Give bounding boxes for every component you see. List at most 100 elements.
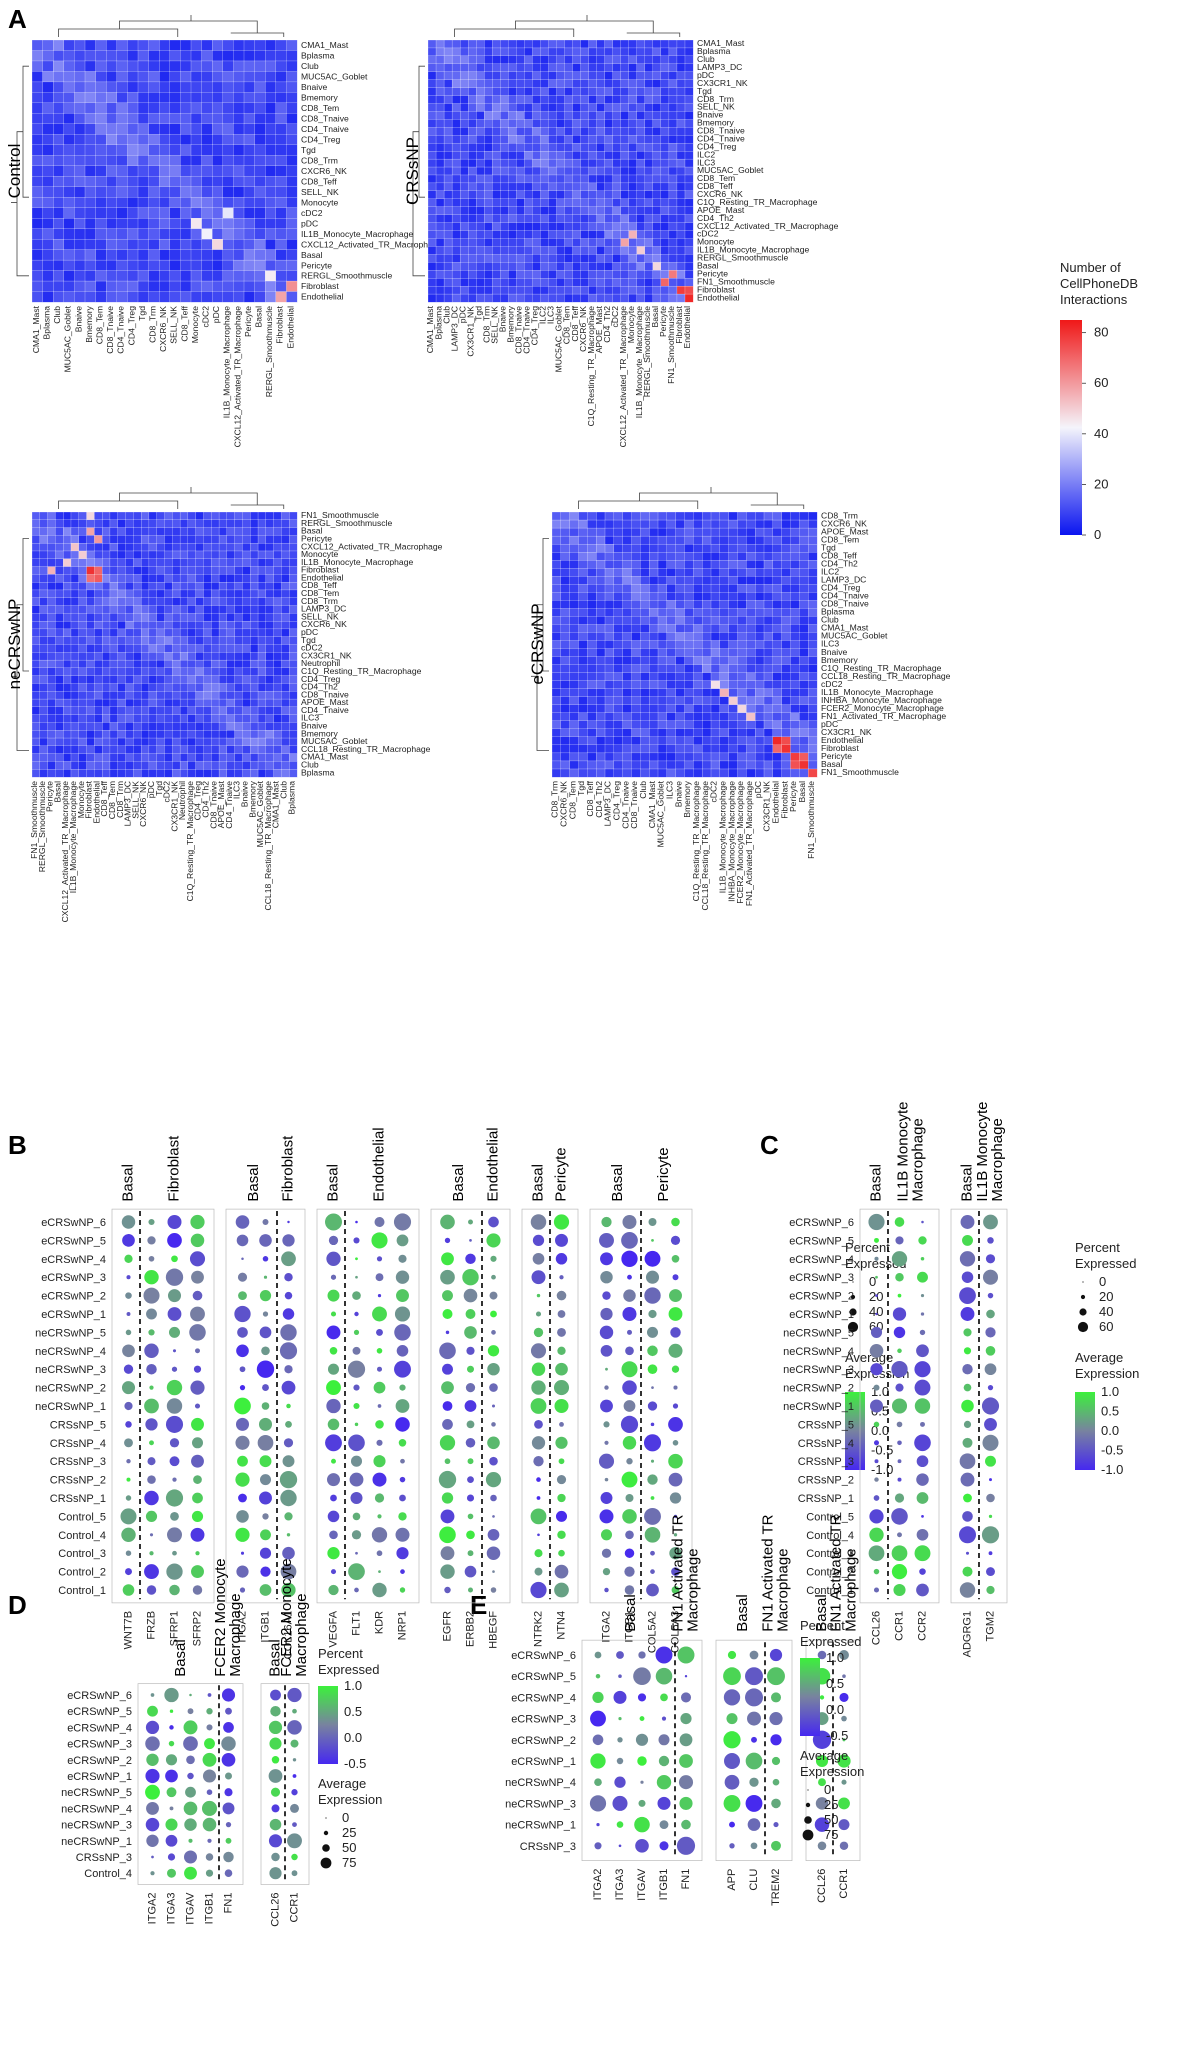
expression-dot	[270, 1787, 281, 1797]
heatmap-cell	[572, 151, 582, 160]
expression-dot	[530, 1581, 547, 1599]
heatmap-cell	[578, 543, 588, 553]
gene-label: FRZB	[146, 1611, 158, 1640]
expression-dot	[194, 1403, 201, 1409]
heatmap-cell	[636, 230, 646, 239]
heatmap-condition-label: Control	[5, 144, 24, 199]
heatmap-row-label: APOE_Mast	[821, 526, 869, 536]
heatmap-cell	[211, 566, 220, 575]
heatmap-cell	[755, 568, 765, 577]
expression-dot	[371, 1527, 388, 1543]
expression-dot	[604, 1587, 609, 1593]
heatmap-cell	[684, 519, 694, 529]
expression-dot	[490, 1310, 497, 1318]
heatmap-cell	[265, 566, 275, 575]
heatmap-cell	[31, 543, 41, 552]
heatmap-cell	[668, 87, 678, 97]
heatmap-cell	[211, 605, 220, 614]
heatmap-cell	[492, 63, 501, 73]
heatmap-cell	[596, 768, 606, 778]
heatmap-cell	[746, 744, 756, 754]
heatmap-cell	[226, 659, 236, 669]
heatmap-cell	[572, 270, 582, 279]
heatmap-cell	[737, 552, 747, 561]
heatmap-cell	[47, 652, 56, 661]
heatmap-cell	[636, 285, 646, 295]
cell-group-label: Endothelial	[485, 1127, 502, 1201]
heatmap-cell	[148, 165, 160, 177]
heatmap-cell	[588, 39, 598, 49]
heatmap-cell	[106, 113, 118, 125]
expression-dot	[166, 1379, 183, 1396]
heatmap-cell	[125, 620, 134, 630]
heatmap-cell	[435, 254, 445, 263]
heatmap-cell	[684, 47, 694, 57]
expression-dot	[984, 1417, 997, 1431]
heatmap-row-label: Basal	[301, 250, 323, 260]
heatmap-cell	[148, 667, 158, 677]
heatmap-cell	[524, 222, 533, 231]
heatmap-row-label: LAMP3_DC	[821, 575, 866, 585]
gene-label: CCL26	[270, 1893, 282, 1927]
heatmap-row-label: RERGL_Smoothmuscle	[301, 271, 392, 281]
heatmap-cell	[668, 293, 678, 303]
heatmap-cell	[265, 659, 275, 669]
dotplot-row-label: eCRSwNP_1	[511, 1756, 576, 1768]
heatmap-cell	[127, 280, 139, 292]
heatmap-cell	[31, 197, 44, 209]
heatmap-cell	[516, 63, 525, 73]
heatmap-cell	[84, 60, 97, 72]
heatmap-cell	[190, 165, 203, 177]
heatmap-cell	[644, 246, 654, 255]
heatmap-cell	[95, 81, 107, 93]
expression-dot	[530, 1398, 547, 1414]
heatmap-cell	[631, 552, 641, 561]
heatmap-cell	[140, 511, 150, 521]
heatmap-cell	[233, 165, 245, 177]
heatmap-cell	[799, 752, 809, 762]
heatmap-cell	[211, 636, 220, 645]
heatmap-cell	[640, 543, 650, 553]
heatmap-cell	[548, 158, 557, 168]
heatmap-cell	[492, 293, 501, 303]
expression-dot	[893, 1326, 906, 1339]
heatmap-cell	[451, 198, 461, 208]
heatmap-cell	[492, 246, 501, 255]
heatmap-cell	[508, 103, 517, 112]
heatmap-cell	[560, 527, 571, 537]
heatmap-cell	[508, 166, 517, 176]
heatmap-cell	[587, 632, 597, 641]
heatmap-cell	[116, 270, 128, 282]
heatmap-cell	[187, 745, 197, 755]
heatmap-cell	[109, 589, 119, 599]
heatmap-cell	[179, 714, 189, 723]
legend-colorbar	[1075, 1392, 1095, 1470]
heatmap-row-label: Endothelial	[821, 735, 864, 745]
heatmap-cell	[180, 50, 192, 62]
heatmap-row-label: Pericyte	[301, 533, 332, 543]
heatmap-cell	[156, 769, 165, 778]
heatmap-cell	[468, 55, 477, 65]
heatmap-cell	[63, 186, 75, 198]
heatmap-cell	[781, 672, 791, 682]
heatmap-cell	[636, 214, 646, 224]
heatmap-cell	[676, 135, 686, 144]
heatmap-cell	[265, 527, 275, 536]
heatmap-cell	[211, 620, 220, 630]
heatmap-cell	[790, 656, 800, 666]
heatmap-cell	[74, 155, 86, 167]
heatmap-cell	[148, 582, 158, 591]
heatmap-cell	[70, 535, 80, 544]
heatmap-cell	[289, 582, 298, 591]
heatmap-cell	[179, 652, 189, 661]
heatmap-col-label: Bnaive	[240, 781, 250, 807]
heatmap-cell	[70, 566, 80, 575]
heatmap-cell	[94, 691, 103, 700]
cell-group-label: Basal	[267, 1639, 284, 1677]
heatmap-cell	[31, 155, 44, 167]
heatmap-cell	[459, 293, 469, 303]
heatmap-cell	[106, 123, 118, 135]
heatmap-cell	[684, 238, 694, 247]
heatmap-cell	[265, 280, 277, 292]
heatmap-cell	[212, 259, 224, 271]
